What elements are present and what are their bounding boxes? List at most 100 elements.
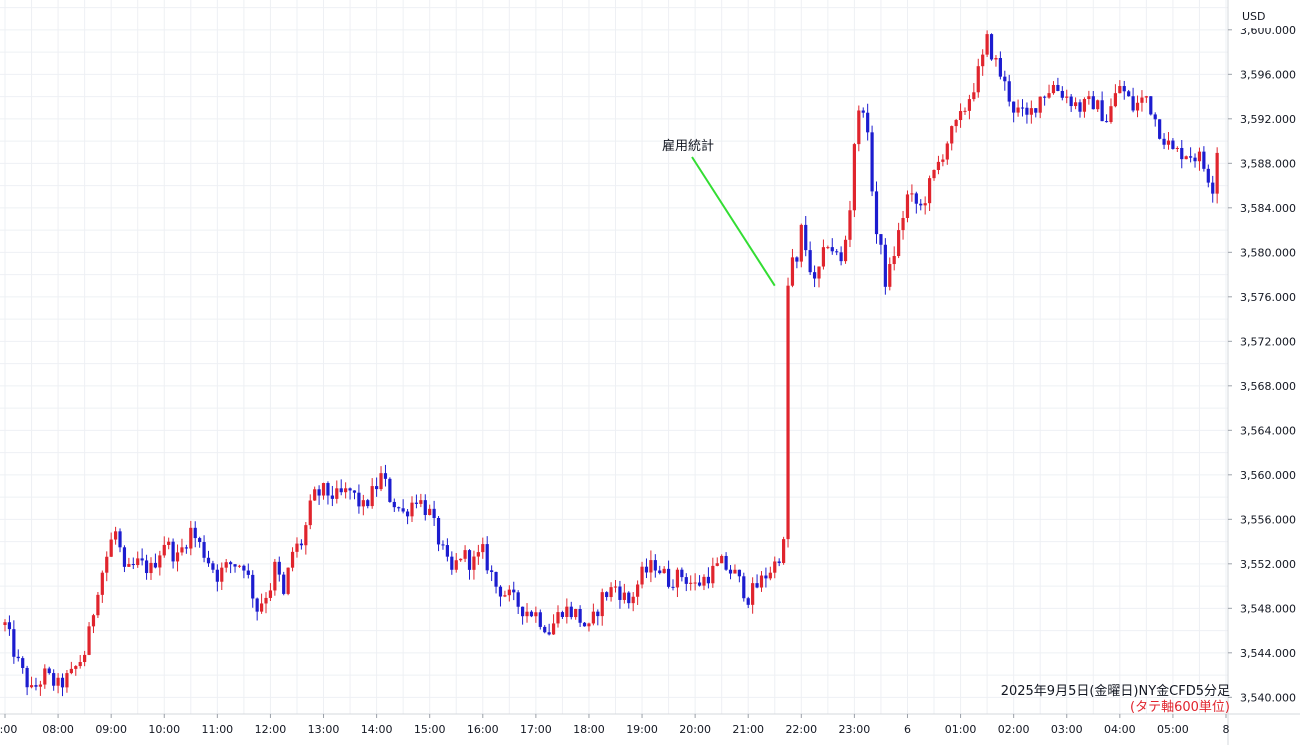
candle-body [538, 612, 542, 627]
x-tick-label: 20:00 [679, 723, 711, 736]
candle-body [919, 203, 923, 206]
candle-body [29, 685, 34, 688]
candle-body [43, 668, 47, 685]
candle-body [136, 558, 140, 566]
candle-body [954, 120, 958, 127]
x-tick-label: 17:00 [520, 723, 552, 736]
candle-body [1025, 107, 1029, 115]
candle-body [100, 572, 104, 595]
candle-body [264, 597, 268, 604]
candle-body [436, 517, 441, 545]
candle-body [989, 34, 994, 60]
candle-body [1069, 96, 1073, 107]
candle-body [835, 251, 839, 253]
candle-body [733, 569, 737, 574]
candle-body [684, 577, 688, 584]
candle-body [96, 594, 100, 616]
candle-body [277, 561, 281, 575]
candle-body [812, 272, 817, 279]
candle-body [304, 525, 308, 546]
x-tick-label: 04:00 [1104, 723, 1136, 736]
candle-body [804, 224, 808, 251]
candle-body [773, 561, 777, 573]
x-tick-label: 16:00 [467, 723, 499, 736]
candle-body [627, 592, 631, 604]
y-tick-label: 3,588.000 [1240, 157, 1296, 170]
candle-body [905, 194, 910, 218]
candle-body [220, 567, 224, 582]
candle-body [1175, 147, 1179, 149]
x-tick-label: 15:00 [414, 723, 446, 736]
candle-body [795, 257, 799, 262]
candle-body [7, 622, 12, 630]
x-tick-label: 11:00 [201, 723, 233, 736]
y-tick-label: 3,556.000 [1240, 513, 1296, 526]
candle-body [65, 673, 69, 688]
grid-lines [0, 0, 1228, 714]
candle-body [467, 550, 472, 570]
candle-body [357, 492, 361, 507]
candle-body [985, 34, 989, 55]
candle-body [242, 565, 246, 571]
candle-body [397, 507, 401, 509]
candle-body [286, 567, 290, 594]
candle-body [1193, 157, 1197, 162]
candle-body [892, 256, 896, 265]
candle-body [649, 560, 653, 573]
candle-body [140, 558, 144, 561]
candle-body [317, 489, 321, 496]
candle-body [388, 478, 392, 502]
candle-body [618, 586, 622, 600]
candle-body [445, 545, 449, 557]
candle-body [189, 527, 193, 549]
candle-body [689, 582, 693, 584]
candle-body [1051, 84, 1056, 94]
candle-body [211, 563, 215, 570]
y-tick-label: 3,564.000 [1240, 424, 1296, 437]
x-tick-label: 14:00 [361, 723, 393, 736]
candle-body [12, 629, 16, 657]
candle-body [109, 539, 113, 557]
candle-body [1073, 102, 1078, 107]
candle-body [162, 544, 166, 556]
candle-body [565, 606, 569, 617]
candle-body [1197, 151, 1202, 162]
candle-body [1149, 96, 1153, 115]
candle-body [706, 576, 711, 584]
candle-body [720, 555, 724, 564]
candle-body [936, 161, 941, 171]
candle-body [352, 490, 357, 493]
candle-body [498, 586, 503, 597]
candle-body [295, 543, 299, 552]
candle-body [852, 144, 856, 211]
candle-body [122, 547, 127, 567]
y-tick-label: 3,592.000 [1240, 113, 1296, 126]
candle-body [666, 568, 671, 587]
candle-body [206, 557, 211, 564]
candle-body [392, 501, 396, 508]
candle-body [658, 570, 662, 574]
x-tick-label: 13:00 [308, 723, 340, 736]
x-tick-label: 21:00 [732, 723, 764, 736]
candle-body [330, 495, 334, 499]
candle-body [224, 562, 228, 568]
candle-body [91, 615, 96, 627]
candle-body [910, 193, 914, 195]
candle-body [113, 531, 118, 540]
y-tick-label: 3,580.000 [1240, 246, 1296, 259]
candle-body [697, 582, 702, 586]
candle-body [127, 563, 131, 567]
candle-body [596, 611, 600, 617]
candle-body [158, 555, 162, 568]
candle-body [432, 508, 436, 518]
candle-body [981, 54, 985, 67]
candle-body [1003, 76, 1007, 82]
candle-body [653, 560, 657, 571]
candle-body [870, 132, 874, 192]
currency-label[interactable]: USD [1236, 6, 1272, 28]
candle-body [976, 66, 980, 93]
candle-body [131, 563, 135, 566]
candle-body [1087, 96, 1091, 100]
candle-body [313, 489, 317, 501]
